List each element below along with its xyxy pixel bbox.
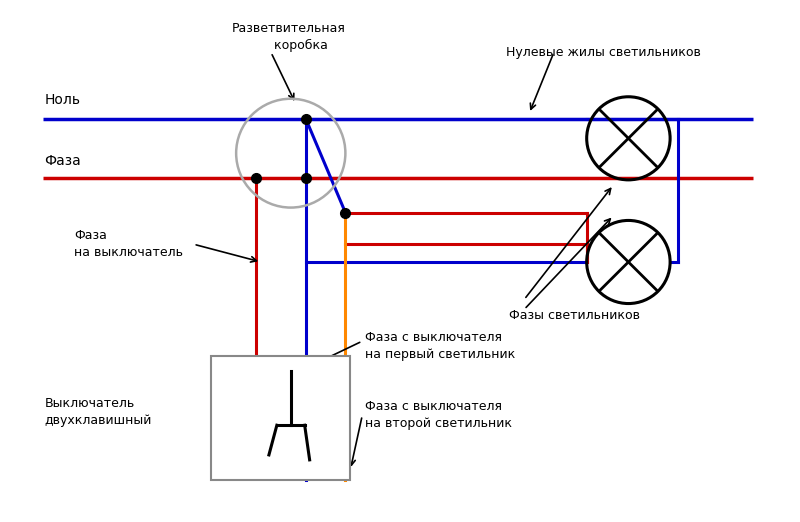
Text: Фаза
на выключатель: Фаза на выключатель xyxy=(74,229,183,259)
Text: Фаза с выключателя
на второй светильник: Фаза с выключателя на второй светильник xyxy=(366,400,512,430)
Text: Фаза: Фаза xyxy=(45,154,82,168)
Bar xyxy=(211,356,350,480)
Text: Нулевые жилы светильников: Нулевые жилы светильников xyxy=(506,46,701,60)
Text: Фаза с выключателя
на первый светильник: Фаза с выключателя на первый светильник xyxy=(366,331,515,361)
Text: Выключатель
двухклавишный: Выключатель двухклавишный xyxy=(45,397,152,428)
Text: Ноль: Ноль xyxy=(45,93,81,106)
Text: Разветвительная
      коробка: Разветвительная коробка xyxy=(232,22,346,52)
Text: Фазы светильников: Фазы светильников xyxy=(510,310,640,323)
